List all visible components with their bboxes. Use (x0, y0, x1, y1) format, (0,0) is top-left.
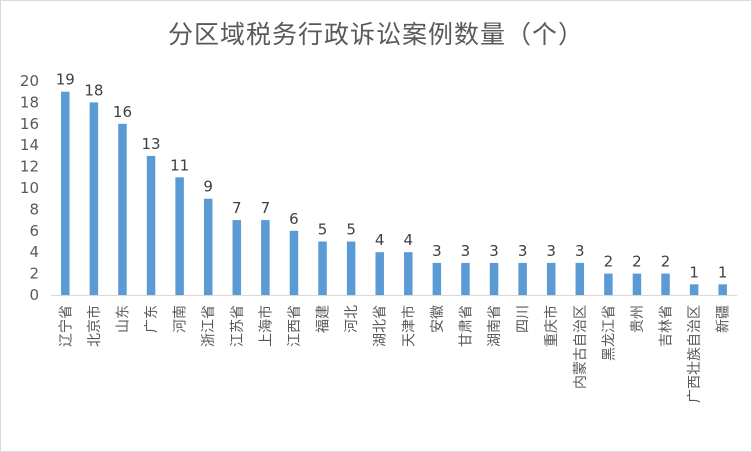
y-tick-label: 0 (29, 286, 39, 304)
data-label: 13 (141, 135, 160, 153)
bar (261, 220, 270, 295)
data-label: 1 (718, 263, 728, 281)
bar (203, 198, 213, 295)
x-tick-label: 天津市 (400, 305, 417, 347)
data-label: 2 (632, 253, 642, 271)
data-label: 9 (203, 178, 213, 196)
bar (432, 262, 442, 295)
x-tick-label: 内蒙古自治区 (573, 305, 589, 389)
x-tick-label: 安徽 (430, 305, 446, 333)
x-tick-label: 湖北省 (373, 305, 389, 347)
data-label: 3 (432, 242, 442, 260)
data-label: 3 (489, 242, 499, 260)
y-tick-label: 18 (20, 93, 39, 111)
data-label: 11 (170, 156, 189, 174)
bar (518, 262, 527, 295)
x-tick-label: 上海市 (257, 305, 274, 347)
data-label: 2 (604, 253, 614, 271)
x-tick-label: 江西省 (287, 305, 303, 347)
bar (575, 262, 585, 295)
y-tick-label: 16 (20, 115, 39, 133)
bar (289, 230, 299, 295)
data-label: 2 (661, 253, 671, 271)
data-label: 7 (261, 199, 271, 217)
data-label: 5 (346, 221, 356, 239)
data-label: 1 (689, 263, 699, 281)
x-tick-label: 广西壮族自治区 (687, 305, 703, 403)
bar (175, 177, 184, 295)
chart-title: 分区域税务行政诉讼案例数量（个） (167, 20, 584, 49)
y-tick-label: 8 (29, 200, 39, 218)
x-tick-label: 浙江省 (201, 305, 217, 347)
data-label: 3 (518, 242, 528, 260)
x-tick-label: 辽宁省 (57, 305, 74, 347)
bar (661, 273, 670, 295)
bar (489, 262, 499, 295)
x-tick-label: 北京市 (86, 305, 103, 347)
data-label: 7 (232, 199, 242, 217)
bar (404, 252, 413, 295)
data-label: 6 (289, 210, 299, 228)
bar (375, 252, 384, 295)
bar (604, 273, 613, 295)
data-label: 16 (113, 103, 132, 121)
y-tick-label: 4 (29, 243, 39, 261)
data-label: 18 (84, 81, 103, 99)
bar (146, 155, 156, 295)
bar (232, 220, 242, 295)
data-label: 3 (546, 242, 556, 260)
bar (61, 91, 70, 295)
data-label: 4 (375, 231, 385, 249)
bar (89, 102, 99, 296)
bar (318, 241, 327, 295)
x-tick-label: 湖南省 (487, 305, 503, 347)
x-tick-label: 广东 (144, 305, 160, 333)
x-tick-label: 黑龙江省 (601, 305, 617, 361)
y-tick-label: 2 (29, 265, 39, 283)
x-tick-label: 甘肃省 (458, 305, 474, 347)
data-label: 4 (404, 231, 414, 249)
bar (718, 284, 727, 295)
bar (118, 123, 127, 295)
y-tick-label: 6 (29, 222, 39, 240)
data-label: 3 (575, 242, 585, 260)
bar (689, 284, 699, 295)
x-tick-label: 福建 (316, 305, 332, 333)
bar (346, 241, 356, 295)
x-tick-label: 吉林省 (659, 305, 675, 347)
data-label: 3 (461, 242, 471, 260)
y-tick-label: 10 (20, 179, 39, 197)
x-tick-label: 新疆 (716, 305, 732, 333)
y-tick-label: 14 (20, 136, 39, 154)
x-tick-label: 贵州 (630, 305, 646, 333)
bar (546, 262, 556, 295)
bar (632, 273, 642, 295)
y-tick-label: 12 (20, 158, 39, 176)
bar (461, 262, 470, 295)
x-tick-label: 四川 (516, 305, 532, 333)
data-label: 19 (56, 71, 75, 89)
x-tick-label: 江苏省 (230, 305, 246, 347)
x-tick-label: 河北 (344, 305, 360, 333)
x-tick-label: 河南 (173, 305, 189, 333)
x-tick-label: 山东 (115, 305, 131, 333)
y-tick-label: 20 (20, 72, 39, 90)
data-label: 5 (318, 221, 328, 239)
x-tick-label: 重庆市 (543, 305, 560, 347)
